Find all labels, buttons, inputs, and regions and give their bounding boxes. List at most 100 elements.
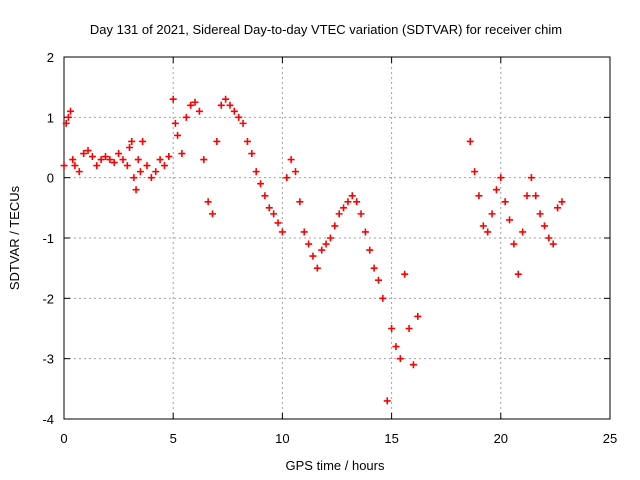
data-point <box>60 162 68 170</box>
data-point <box>134 156 142 164</box>
data-point <box>523 192 531 200</box>
data-point <box>84 147 92 155</box>
data-point <box>222 95 230 103</box>
x-tick-label: 10 <box>275 431 289 446</box>
data-series <box>60 95 566 405</box>
data-point <box>527 174 535 182</box>
data-point <box>178 150 186 158</box>
data-point <box>110 159 118 167</box>
data-point <box>370 264 378 272</box>
data-point <box>383 397 391 405</box>
data-point <box>200 156 208 164</box>
y-tick-label: 1 <box>47 110 54 125</box>
y-tick-label: -4 <box>42 412 54 427</box>
data-point <box>123 162 131 170</box>
data-point <box>226 101 234 109</box>
data-point <box>549 240 557 248</box>
data-point <box>119 156 127 164</box>
data-point <box>132 186 140 194</box>
data-point <box>67 107 75 115</box>
data-point <box>252 168 260 176</box>
data-point <box>97 156 105 164</box>
data-point <box>101 153 109 161</box>
data-point <box>287 156 295 164</box>
data-point <box>274 219 282 227</box>
y-tick-label: 2 <box>47 50 54 65</box>
data-point <box>239 119 247 127</box>
data-point <box>554 204 562 212</box>
data-point <box>396 355 404 363</box>
data-point <box>479 222 487 230</box>
x-tick-label: 0 <box>60 431 67 446</box>
chart-title: Day 131 of 2021, Sidereal Day-to-day VTE… <box>90 22 562 37</box>
data-point <box>484 228 492 236</box>
data-point <box>115 150 123 158</box>
data-point <box>195 107 203 115</box>
data-point <box>492 186 500 194</box>
data-point <box>322 240 330 248</box>
data-point <box>191 98 199 106</box>
data-point <box>136 168 144 176</box>
y-tick-label: -2 <box>42 291 54 306</box>
data-point <box>501 198 509 206</box>
data-point <box>147 174 155 182</box>
data-point <box>488 210 496 218</box>
data-point <box>278 228 286 236</box>
data-point <box>80 150 88 158</box>
data-point <box>257 180 265 188</box>
data-point <box>519 228 527 236</box>
data-point <box>405 325 413 332</box>
data-point <box>152 168 160 176</box>
data-point <box>335 210 343 218</box>
data-point <box>160 162 168 170</box>
data-point <box>130 174 138 182</box>
data-point <box>374 276 382 284</box>
data-point <box>558 198 566 206</box>
data-point <box>313 264 321 272</box>
data-point <box>209 210 217 218</box>
data-point <box>414 312 422 320</box>
data-point <box>318 246 326 254</box>
data-point <box>532 192 540 200</box>
data-point <box>392 343 400 351</box>
data-point <box>75 168 83 176</box>
data-point <box>71 162 79 170</box>
data-point <box>466 137 474 145</box>
data-point <box>348 192 356 200</box>
data-point <box>497 174 505 182</box>
data-point <box>506 216 514 224</box>
data-point <box>300 228 308 236</box>
data-point <box>305 240 313 248</box>
data-point <box>213 137 221 145</box>
data-point <box>475 192 483 200</box>
data-point <box>261 192 269 200</box>
data-point <box>409 361 417 369</box>
data-point <box>248 150 256 158</box>
data-point <box>471 168 479 176</box>
x-tick-label: 25 <box>603 431 617 446</box>
data-point <box>204 198 212 206</box>
data-point <box>270 210 278 218</box>
x-axis-label: GPS time / hours <box>286 458 385 473</box>
data-point <box>326 234 334 242</box>
data-point <box>536 210 544 218</box>
data-point <box>139 137 147 145</box>
data-point <box>235 113 243 121</box>
data-point <box>344 198 352 206</box>
data-point <box>361 228 369 236</box>
data-point <box>388 325 396 332</box>
data-point <box>283 174 291 182</box>
y-tick-label: -3 <box>42 352 54 367</box>
data-point <box>309 252 317 260</box>
data-point <box>353 198 361 206</box>
y-tick-label: 0 <box>47 171 54 186</box>
data-point <box>69 156 77 164</box>
data-point <box>126 144 134 151</box>
data-point <box>379 294 387 302</box>
data-point <box>106 156 114 164</box>
x-tick-label: 15 <box>384 431 398 446</box>
data-point <box>62 119 70 127</box>
data-point <box>540 222 548 230</box>
